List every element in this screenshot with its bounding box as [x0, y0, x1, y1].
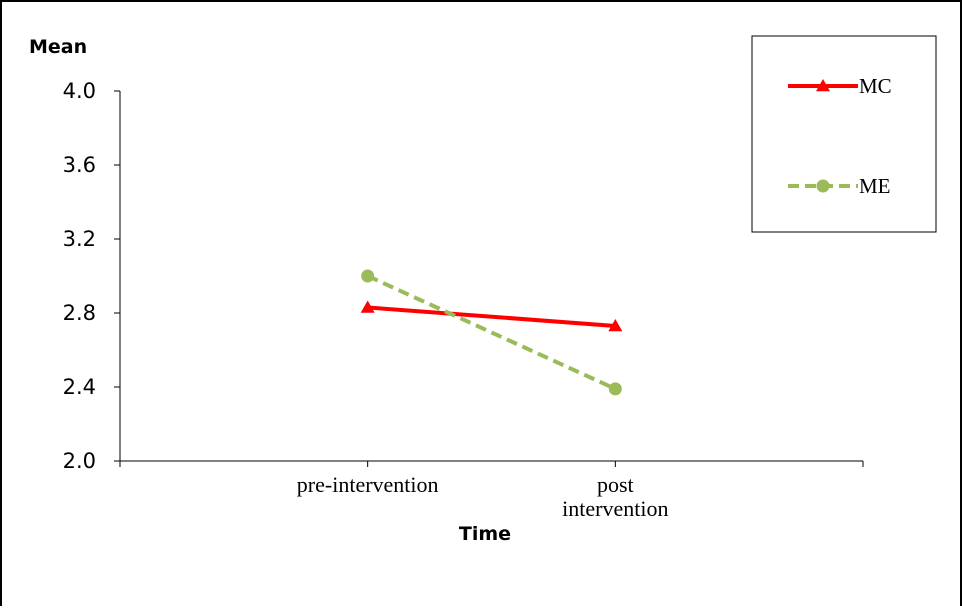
legend-label-me: ME [859, 174, 891, 198]
data-point-me [608, 382, 622, 396]
x-axis-ticks: pre-intervention post intervention [119, 461, 864, 521]
data-point-mc [608, 318, 623, 332]
legend-marker-me [816, 179, 830, 193]
legend-items: MC ME [788, 74, 892, 198]
data-point-me [361, 269, 375, 283]
y-tick-label: 2.8 [63, 301, 96, 325]
legend: MC ME [751, 35, 937, 233]
legend-marker-mc [816, 79, 830, 92]
y-axis-ticks: 2.0 2.4 2.8 3.2 3.6 4.0 [63, 79, 120, 473]
legend-label-mc: MC [859, 74, 892, 98]
y-tick-label: 2.4 [63, 375, 96, 399]
x-tick-label: post intervention [562, 472, 668, 521]
y-tick-label: 3.2 [63, 227, 96, 251]
y-tick-label: 2.0 [63, 449, 96, 473]
series-line-mc [367, 305, 616, 328]
x-tick-label: pre-intervention [297, 472, 439, 497]
legend-box [751, 35, 937, 233]
series-line-me [366, 274, 617, 391]
data-point-mc [360, 300, 375, 313]
x-axis-title: Time [459, 523, 511, 545]
y-axis-title: Mean [29, 36, 87, 58]
axes [119, 91, 863, 462]
series-layer [360, 269, 623, 396]
y-tick-label: 3.6 [63, 153, 96, 177]
y-tick-label: 4.0 [63, 79, 96, 103]
